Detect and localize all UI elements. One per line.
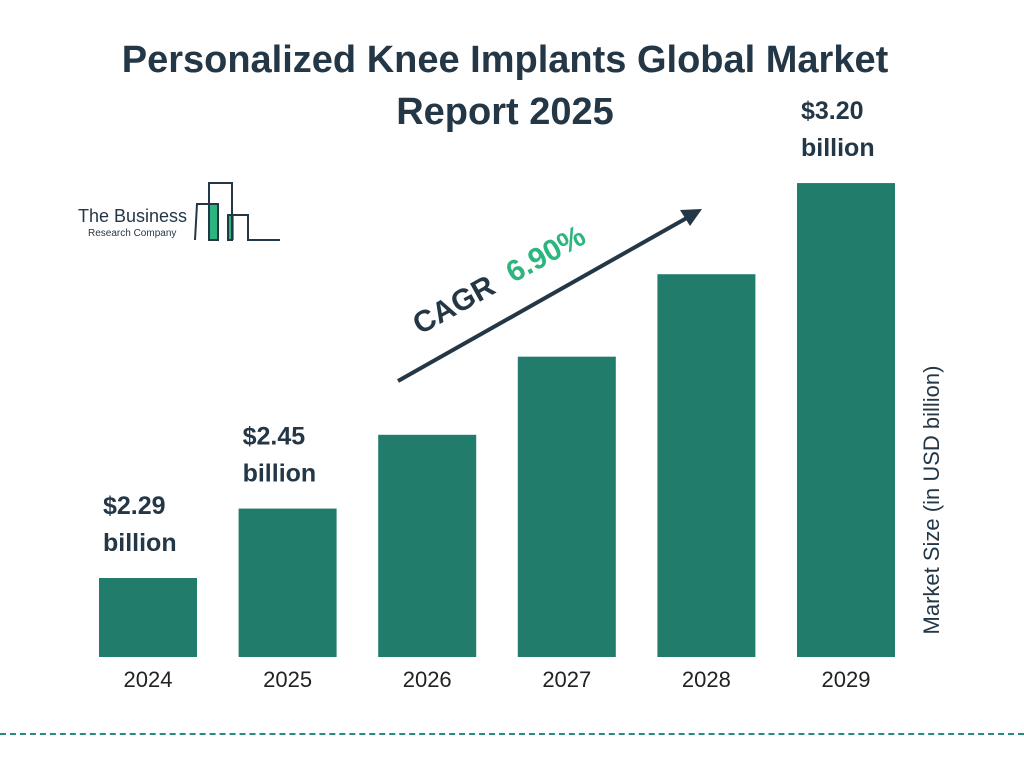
data-label: $2.45 billion: [243, 423, 317, 488]
bar-2028: [657, 274, 756, 657]
chart-title: Personalized Knee Implants Global Market…: [121, 39, 889, 133]
logo-line2: Research Company: [88, 228, 176, 239]
bar-2027: [517, 356, 616, 657]
bar-2029: [797, 183, 895, 657]
x-tick-label: 2028: [682, 667, 731, 692]
data-label: $2.29 billion: [103, 492, 177, 557]
x-tick-label: 2029: [822, 667, 871, 692]
x-tick-label: 2026: [403, 667, 452, 692]
bar-2026: [378, 434, 477, 657]
logo-line1: The Business: [78, 206, 187, 226]
data-label: $3.20 billion: [801, 97, 875, 162]
cagr-annotation: CAGR 6.90%: [397, 209, 702, 383]
x-tick-label: 2024: [124, 667, 173, 692]
x-tick-label: 2027: [542, 667, 591, 692]
bar-2025: [238, 508, 337, 657]
bar-2024: [99, 578, 197, 657]
x-tick-label: 2025: [263, 667, 312, 692]
logo: The Business Research Company: [78, 182, 280, 241]
divider: [0, 733, 1024, 735]
y-axis-label: Market Size (in USD billion): [919, 365, 944, 635]
